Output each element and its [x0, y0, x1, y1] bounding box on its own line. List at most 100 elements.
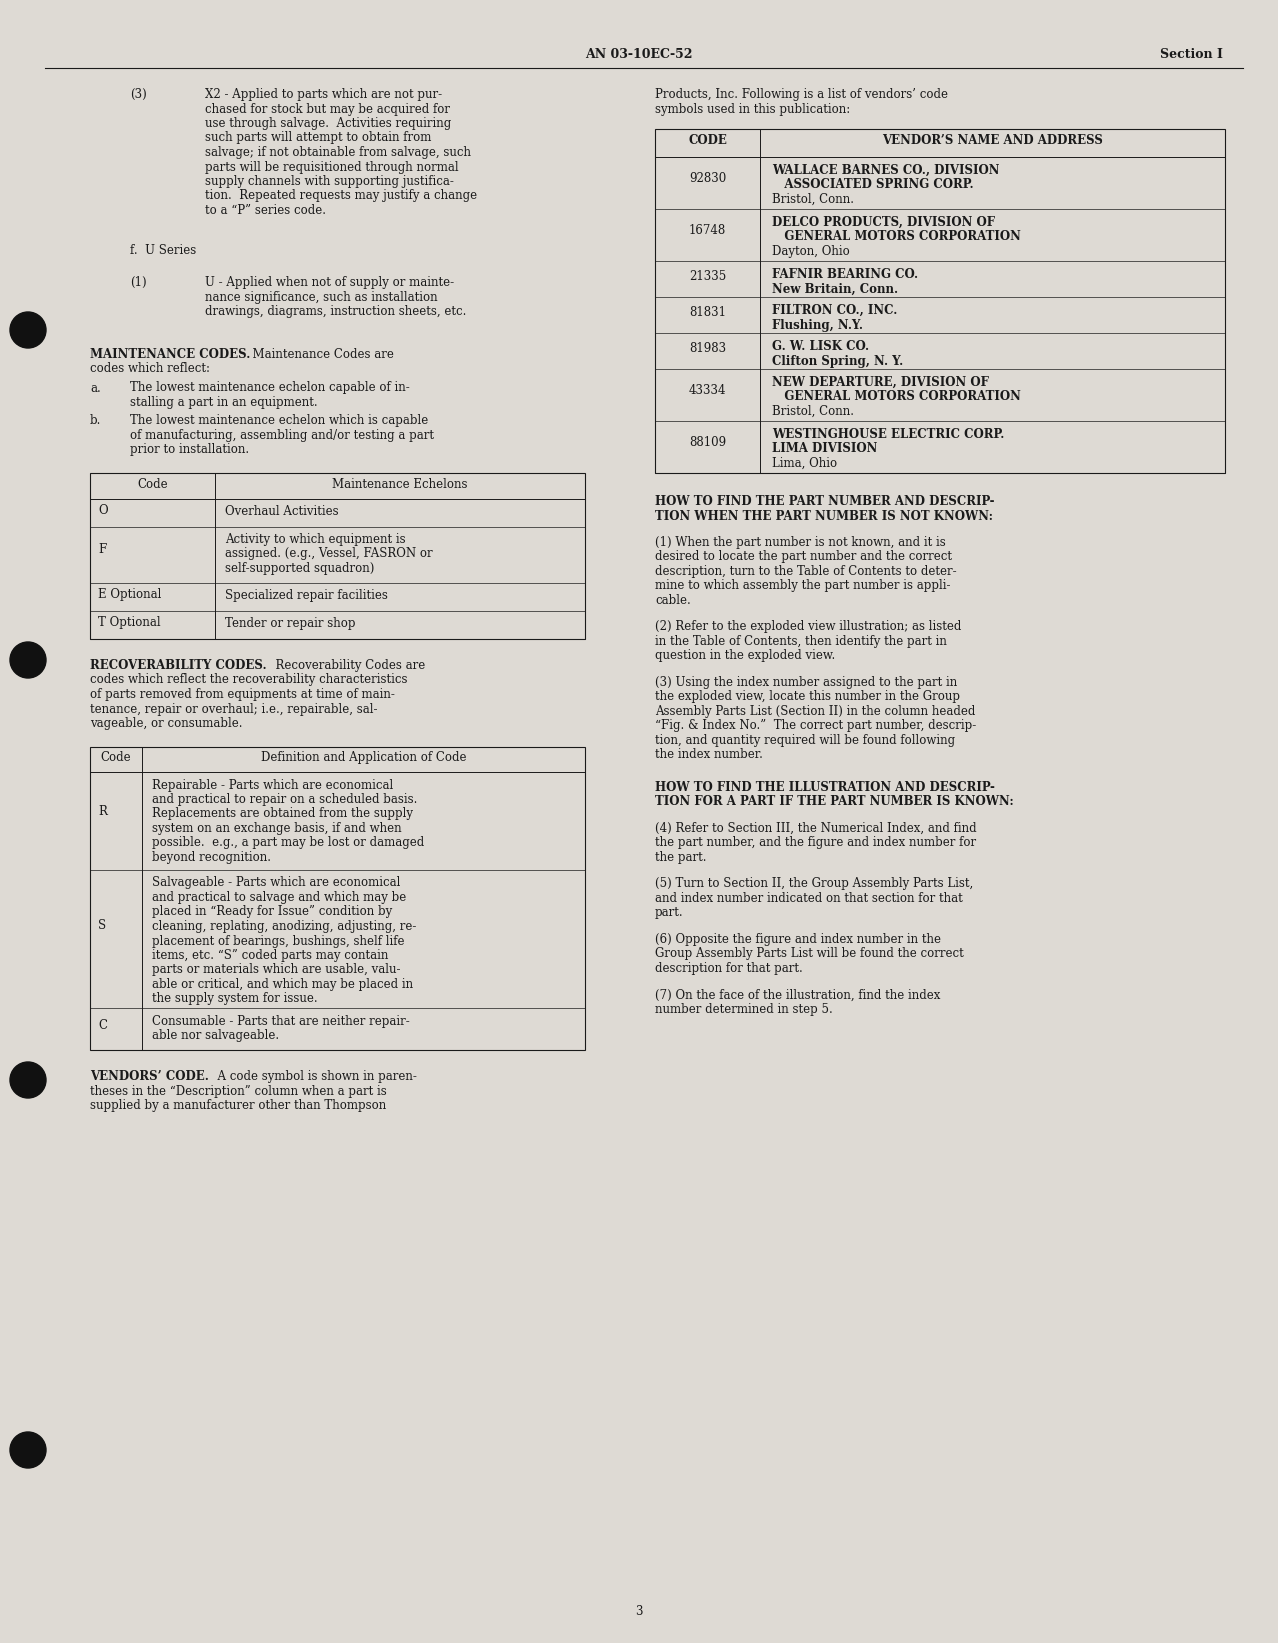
Text: FAFNIR BEARING CO.: FAFNIR BEARING CO.: [772, 268, 918, 281]
Text: MAINTENANCE CODES.: MAINTENANCE CODES.: [89, 348, 250, 360]
Text: (3) Using the index number assigned to the part in: (3) Using the index number assigned to t…: [656, 675, 957, 688]
Text: use through salvage.  Activities requiring: use through salvage. Activities requirin…: [204, 117, 451, 130]
Text: beyond recognition.: beyond recognition.: [152, 851, 271, 864]
Text: number determined in step 5.: number determined in step 5.: [656, 1002, 833, 1015]
Text: the supply system for issue.: the supply system for issue.: [152, 992, 318, 1006]
Text: tion, and quantity required will be found following: tion, and quantity required will be foun…: [656, 734, 955, 748]
Text: Maintenance Echelons: Maintenance Echelons: [332, 478, 468, 491]
Text: HOW TO FIND THE ILLUSTRATION AND DESCRIP-: HOW TO FIND THE ILLUSTRATION AND DESCRIP…: [656, 780, 994, 794]
Text: 88109: 88109: [689, 437, 726, 449]
Text: GENERAL MOTORS CORPORATION: GENERAL MOTORS CORPORATION: [772, 391, 1021, 404]
Text: Bristol, Conn.: Bristol, Conn.: [772, 406, 854, 417]
Text: R: R: [98, 805, 107, 818]
Text: Dayton, Ohio: Dayton, Ohio: [772, 245, 850, 258]
Text: DELCO PRODUCTS, DIVISION OF: DELCO PRODUCTS, DIVISION OF: [772, 215, 996, 228]
Text: placed in “Ready for Issue” condition by: placed in “Ready for Issue” condition by: [152, 905, 392, 918]
Text: Products, Inc. Following is a list of vendors’ code: Products, Inc. Following is a list of ve…: [656, 89, 948, 100]
Text: system on an exchange basis, if and when: system on an exchange basis, if and when: [152, 822, 401, 835]
Text: supplied by a manufacturer other than Thompson: supplied by a manufacturer other than Th…: [89, 1099, 386, 1112]
Text: vageable, or consumable.: vageable, or consumable.: [89, 716, 243, 729]
Text: Recoverability Codes are: Recoverability Codes are: [268, 659, 426, 672]
Text: Repairable - Parts which are economical: Repairable - Parts which are economical: [152, 779, 394, 792]
Text: Tender or repair shop: Tender or repair shop: [225, 618, 355, 629]
Text: 21335: 21335: [689, 269, 726, 283]
Text: GENERAL MOTORS CORPORATION: GENERAL MOTORS CORPORATION: [772, 230, 1021, 243]
Text: 92830: 92830: [689, 173, 726, 186]
Text: items, etc. “S” coded parts may contain: items, etc. “S” coded parts may contain: [152, 950, 389, 963]
Text: supply channels with supporting justifica-: supply channels with supporting justific…: [204, 176, 454, 187]
Text: LIMA DIVISION: LIMA DIVISION: [772, 442, 878, 455]
Text: codes which reflect:: codes which reflect:: [89, 361, 210, 375]
Text: WALLACE BARNES CO., DIVISION: WALLACE BARNES CO., DIVISION: [772, 164, 999, 177]
Text: stalling a part in an equipment.: stalling a part in an equipment.: [130, 396, 318, 409]
Text: Overhaul Activities: Overhaul Activities: [225, 504, 339, 518]
Text: X2 - Applied to parts which are not pur-: X2 - Applied to parts which are not pur-: [204, 89, 442, 100]
Circle shape: [10, 1433, 46, 1467]
Text: (4) Refer to Section III, the Numerical Index, and find: (4) Refer to Section III, the Numerical …: [656, 822, 976, 835]
Text: of parts removed from equipments at time of main-: of parts removed from equipments at time…: [89, 688, 395, 702]
Text: S: S: [98, 918, 106, 932]
Text: prior to installation.: prior to installation.: [130, 444, 249, 457]
Text: C: C: [98, 1019, 107, 1032]
Text: codes which reflect the recoverability characteristics: codes which reflect the recoverability c…: [89, 674, 408, 687]
Text: HOW TO FIND THE PART NUMBER AND DESCRIP-: HOW TO FIND THE PART NUMBER AND DESCRIP-: [656, 495, 994, 508]
Text: AN 03-10EC-52: AN 03-10EC-52: [585, 49, 693, 61]
Text: New Britain, Conn.: New Britain, Conn.: [772, 283, 898, 296]
Text: question in the exploded view.: question in the exploded view.: [656, 649, 836, 662]
Text: Salvageable - Parts which are economical: Salvageable - Parts which are economical: [152, 876, 400, 889]
Text: tenance, repair or overhaul; i.e., repairable, sal-: tenance, repair or overhaul; i.e., repai…: [89, 703, 377, 715]
Text: Flushing, N.Y.: Flushing, N.Y.: [772, 319, 863, 332]
Text: the index number.: the index number.: [656, 749, 763, 761]
Text: in the Table of Contents, then identify the part in: in the Table of Contents, then identify …: [656, 634, 947, 647]
Bar: [656, 130, 1226, 473]
Text: 16748: 16748: [689, 225, 726, 237]
Text: TION FOR A PART IF THE PART NUMBER IS KNOWN:: TION FOR A PART IF THE PART NUMBER IS KN…: [656, 795, 1013, 808]
Text: possible.  e.g., a part may be lost or damaged: possible. e.g., a part may be lost or da…: [152, 836, 424, 849]
Text: b.: b.: [89, 414, 101, 427]
Text: part.: part.: [656, 907, 684, 920]
Text: Clifton Spring, N. Y.: Clifton Spring, N. Y.: [772, 355, 904, 368]
Text: a.: a.: [89, 381, 101, 394]
Text: (5) Turn to Section II, the Group Assembly Parts List,: (5) Turn to Section II, the Group Assemb…: [656, 877, 974, 891]
Text: Replacements are obtained from the supply: Replacements are obtained from the suppl…: [152, 807, 413, 820]
Text: the part number, and the figure and index number for: the part number, and the figure and inde…: [656, 836, 976, 849]
Circle shape: [10, 642, 46, 679]
Text: drawings, diagrams, instruction sheets, etc.: drawings, diagrams, instruction sheets, …: [204, 306, 466, 319]
Text: F: F: [98, 542, 106, 555]
Text: Consumable - Parts that are neither repair-: Consumable - Parts that are neither repa…: [152, 1014, 410, 1027]
Text: chased for stock but may be acquired for: chased for stock but may be acquired for: [204, 102, 450, 115]
Text: Section I: Section I: [1160, 49, 1223, 61]
Text: TION WHEN THE PART NUMBER IS NOT KNOWN:: TION WHEN THE PART NUMBER IS NOT KNOWN:: [656, 509, 993, 522]
Bar: [89, 746, 585, 1050]
Text: WESTINGHOUSE ELECTRIC CORP.: WESTINGHOUSE ELECTRIC CORP.: [772, 427, 1005, 440]
Text: self-supported squadron): self-supported squadron): [225, 562, 374, 575]
Text: G. W. LISK CO.: G. W. LISK CO.: [772, 340, 869, 353]
Text: 3: 3: [635, 1605, 643, 1618]
Text: to a “P” series code.: to a “P” series code.: [204, 204, 326, 217]
Text: and practical to repair on a scheduled basis.: and practical to repair on a scheduled b…: [152, 794, 418, 807]
Text: NEW DEPARTURE, DIVISION OF: NEW DEPARTURE, DIVISION OF: [772, 376, 989, 389]
Text: desired to locate the part number and the correct: desired to locate the part number and th…: [656, 550, 952, 564]
Text: Code: Code: [137, 478, 167, 491]
Text: T Optional: T Optional: [98, 616, 161, 629]
Text: The lowest maintenance echelon capable of in-: The lowest maintenance echelon capable o…: [130, 381, 410, 394]
Text: Activity to which equipment is: Activity to which equipment is: [225, 532, 405, 545]
Text: “Fig. & Index No.”  The correct part number, descrip-: “Fig. & Index No.” The correct part numb…: [656, 720, 976, 733]
Text: Assembly Parts List (Section II) in the column headed: Assembly Parts List (Section II) in the …: [656, 705, 975, 718]
Text: the part.: the part.: [656, 851, 707, 864]
Text: U - Applied when not of supply or mainte-: U - Applied when not of supply or mainte…: [204, 276, 454, 289]
Text: tion.  Repeated requests may justify a change: tion. Repeated requests may justify a ch…: [204, 189, 477, 202]
Text: VENDOR’S NAME AND ADDRESS: VENDOR’S NAME AND ADDRESS: [882, 135, 1103, 146]
Text: able nor salvageable.: able nor salvageable.: [152, 1029, 279, 1042]
Text: RECOVERABILITY CODES.: RECOVERABILITY CODES.: [89, 659, 267, 672]
Text: Specialized repair facilities: Specialized repair facilities: [225, 588, 389, 601]
Text: description for that part.: description for that part.: [656, 963, 803, 974]
Text: (6) Opposite the figure and index number in the: (6) Opposite the figure and index number…: [656, 933, 941, 946]
Circle shape: [10, 1061, 46, 1098]
Text: cleaning, replating, anodizing, adjusting, re-: cleaning, replating, anodizing, adjustin…: [152, 920, 417, 933]
Text: cable.: cable.: [656, 595, 690, 606]
Text: 81831: 81831: [689, 306, 726, 319]
Text: f.  U Series: f. U Series: [130, 243, 197, 256]
Text: A code symbol is shown in paren-: A code symbol is shown in paren-: [210, 1071, 417, 1083]
Text: ASSOCIATED SPRING CORP.: ASSOCIATED SPRING CORP.: [772, 179, 974, 192]
